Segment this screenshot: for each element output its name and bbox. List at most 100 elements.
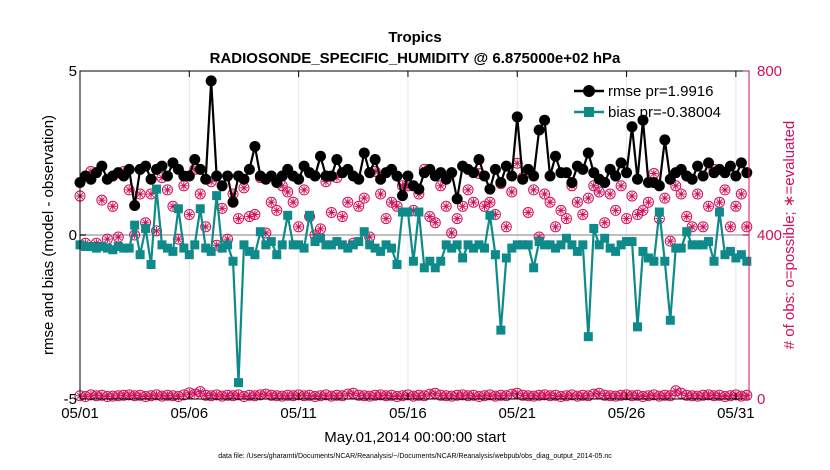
- obs-point-top-star: [136, 190, 144, 198]
- obs-point-bottom-star: [377, 391, 384, 399]
- bias-layer-point: [682, 227, 692, 237]
- obs-point-bottom-star: [672, 387, 679, 394]
- obs-point-top: [659, 192, 671, 204]
- bias-layer-point: [616, 240, 626, 250]
- obs-point-top-ring: [462, 184, 474, 196]
- obs-point-bottom: [648, 389, 660, 401]
- obs-point-top: [484, 196, 496, 208]
- bias-layer-point: [277, 240, 287, 250]
- rmse-layer-point: [413, 183, 425, 195]
- obs-point-top-star: [388, 199, 395, 206]
- obs-point-bottom-star: [426, 390, 433, 398]
- obs-point-top: [282, 186, 294, 198]
- obs-point-top: [314, 223, 326, 235]
- obs-point-top: [550, 221, 562, 233]
- obs-point-top: [593, 186, 605, 198]
- rmse-layer-point: [615, 157, 627, 169]
- obs-point-bottom-star: [240, 393, 248, 400]
- obs-point-bottom-star: [147, 392, 155, 399]
- obs-point-bottom-star: [87, 391, 95, 399]
- obs-point-top: [391, 200, 403, 212]
- obs-point-top-star: [683, 213, 690, 220]
- rmse-layer-point: [626, 121, 638, 133]
- rmse-layer-point: [227, 196, 239, 208]
- obs-point-top: [539, 188, 551, 200]
- obs-point-bottom-star: [557, 393, 565, 400]
- obs-point-top-ring: [621, 213, 633, 225]
- obs-point-top-star: [585, 194, 592, 202]
- rmse-layer-point: [637, 114, 649, 126]
- obs-point-top-ring: [440, 200, 452, 212]
- obs-point-top-star: [481, 203, 488, 210]
- obs-point-top: [637, 204, 649, 216]
- obs-point-bottom-star: [290, 392, 297, 399]
- obs-point-top-ring: [599, 217, 611, 229]
- bias-layer-point: [201, 243, 211, 253]
- bias-layer-point: [671, 243, 681, 253]
- obs-point-top-star: [393, 203, 401, 210]
- obs-point-top: [582, 192, 594, 204]
- rmse-layer-point: [489, 163, 501, 175]
- obs-point-bottom-star: [481, 392, 488, 399]
- obs-point-top-star: [705, 203, 712, 210]
- obs-point-top: [675, 188, 687, 200]
- rmse-layer-point: [659, 134, 671, 146]
- bias-layer-point: [326, 240, 336, 250]
- obs-point-top-ring: [626, 190, 638, 202]
- bias-layer-point: [720, 250, 730, 260]
- rmse-layer-point: [140, 160, 152, 172]
- bias-layer-point: [698, 240, 708, 250]
- obs-point-top: [194, 188, 206, 200]
- bias-layer-point: [113, 241, 123, 251]
- legend-bias-marker: [584, 107, 594, 117]
- obs-point-top: [681, 211, 693, 223]
- x-tick-label: 05/06: [171, 405, 209, 422]
- obs-point-top: [249, 209, 261, 220]
- obs-point-bottom-star: [508, 390, 515, 398]
- obs-point-top-ring: [735, 188, 747, 200]
- obs-point-top: [440, 200, 452, 212]
- obs-point-top-ring: [615, 180, 627, 192]
- bias-layer-point: [529, 263, 539, 273]
- obs-point-top-ring: [457, 200, 469, 212]
- obs-point-top-star: [273, 207, 280, 214]
- obs-point-top-star: [218, 205, 226, 212]
- bias-layer-point: [179, 243, 189, 253]
- legend-bias-label: bias pr=-0.38004: [608, 104, 721, 121]
- obs-point-top-ring: [161, 184, 173, 196]
- obs-point-top-star: [175, 235, 182, 243]
- obs-point-bottom-star: [705, 391, 712, 399]
- obs-point-top: [375, 188, 387, 200]
- obs-point-top: [599, 217, 611, 229]
- bias-layer-point: [157, 240, 167, 250]
- rmse-layer-point: [96, 160, 108, 172]
- obs-point-top-star: [109, 203, 116, 210]
- obs-point-bottom-star: [229, 392, 237, 399]
- x-axis-ticks: 05/01 05/06 05/11 05/16 05/21 05/26 05/31: [61, 71, 755, 422]
- bias-layer-point: [523, 240, 533, 250]
- bias-layer-point: [359, 227, 369, 237]
- obs-point-top-star: [612, 207, 619, 214]
- obs-point-top: [271, 204, 283, 216]
- obs-point-top-star: [732, 203, 740, 210]
- obs-point-top: [112, 231, 124, 243]
- obs-point-bottom-star: [459, 391, 466, 399]
- chart-title-group: Tropics RADIOSONDE_SPECIFIC_HUMIDITY @ 6…: [210, 29, 621, 67]
- bias-layer-point: [102, 243, 112, 253]
- y-axis-ticks: -5 0 5: [64, 63, 86, 408]
- chart-title: Tropics: [388, 29, 441, 46]
- bias-layer-point: [272, 250, 282, 260]
- bias-layer-point: [479, 243, 489, 253]
- bias-layer-point: [742, 256, 752, 266]
- bias-layer-point: [135, 250, 145, 260]
- obs-point-top: [571, 196, 583, 208]
- obs-point-top-star: [382, 215, 390, 222]
- obs-point-top-ring: [287, 196, 299, 208]
- rmse-layer-point: [145, 173, 157, 185]
- bias-layer-point: [343, 243, 353, 253]
- obs-point-top-ring: [539, 188, 551, 200]
- obs-point-top: [457, 200, 469, 212]
- obs-point-bottom-star: [158, 392, 166, 400]
- rmse-layer-point: [211, 170, 223, 182]
- obs-point-top: [544, 196, 556, 208]
